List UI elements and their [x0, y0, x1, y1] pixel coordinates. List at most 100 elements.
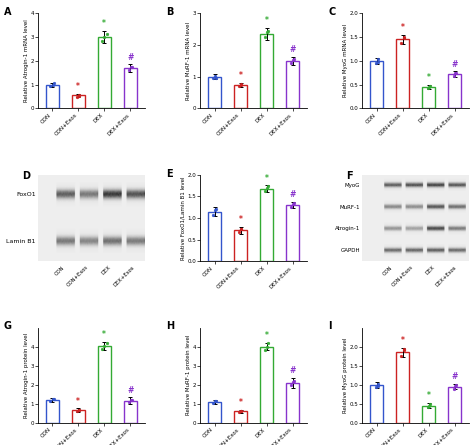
Bar — [124, 68, 137, 109]
Point — [264, 343, 271, 350]
Bar — [260, 347, 273, 423]
Text: G: G — [4, 321, 12, 331]
Text: *: * — [264, 16, 269, 25]
Text: *: * — [238, 71, 243, 80]
Point — [400, 34, 408, 41]
Y-axis label: Relative Atrogin-1 mRNA level: Relative Atrogin-1 mRNA level — [24, 20, 29, 102]
Bar — [72, 95, 85, 109]
Y-axis label: Relative FoxO1/Lamin B1 level: Relative FoxO1/Lamin B1 level — [181, 176, 186, 260]
Point — [424, 403, 432, 410]
Text: DEX+Exos: DEX+Exos — [112, 265, 136, 288]
Point — [73, 93, 81, 100]
Point — [211, 72, 219, 79]
Point — [401, 345, 408, 352]
Point — [237, 81, 245, 88]
Point — [426, 401, 433, 408]
Point — [452, 70, 459, 77]
Bar — [286, 205, 299, 261]
Text: Atrogin-1: Atrogin-1 — [335, 227, 360, 231]
Point — [46, 398, 54, 405]
Point — [75, 406, 82, 413]
Point — [374, 56, 382, 63]
Point — [290, 200, 298, 207]
Point — [128, 63, 136, 70]
Point — [211, 207, 219, 214]
Point — [426, 82, 433, 89]
Text: DEX: DEX — [101, 265, 112, 276]
Point — [398, 352, 405, 360]
Bar — [208, 211, 221, 261]
Point — [75, 406, 83, 413]
Point — [288, 60, 295, 67]
Text: *: * — [264, 331, 269, 340]
Bar — [234, 411, 247, 423]
Text: #: # — [290, 366, 296, 375]
Point — [264, 183, 272, 190]
Bar — [124, 401, 137, 423]
Point — [46, 82, 54, 89]
Point — [75, 93, 82, 100]
Point — [237, 82, 245, 89]
Point — [237, 407, 245, 414]
Text: D: D — [22, 170, 30, 181]
Point — [236, 409, 243, 416]
Point — [209, 211, 217, 218]
Point — [261, 188, 269, 195]
Bar — [234, 230, 247, 261]
Point — [212, 397, 219, 405]
Point — [127, 64, 135, 71]
Point — [50, 80, 58, 87]
Point — [209, 400, 217, 407]
Bar — [46, 85, 59, 109]
Point — [261, 347, 269, 354]
Bar — [286, 383, 299, 423]
Y-axis label: Relative MuRF-1 protein level: Relative MuRF-1 protein level — [186, 335, 191, 415]
Text: *: * — [427, 392, 431, 401]
Text: *: * — [76, 82, 80, 91]
Point — [50, 396, 57, 403]
Point — [426, 402, 433, 409]
Point — [128, 396, 136, 404]
Point — [400, 347, 408, 354]
Text: DEX: DEX — [425, 265, 436, 276]
Point — [290, 201, 297, 208]
Y-axis label: Relative MuRF-1 mRNA level: Relative MuRF-1 mRNA level — [186, 22, 191, 100]
Point — [264, 27, 272, 34]
Point — [401, 33, 408, 40]
Point — [424, 85, 432, 92]
Point — [99, 37, 106, 44]
Text: B: B — [166, 7, 173, 17]
Point — [49, 81, 56, 88]
Point — [125, 399, 132, 406]
Point — [261, 33, 269, 40]
Point — [75, 91, 83, 98]
Point — [211, 398, 219, 405]
Point — [374, 380, 382, 387]
Text: F: F — [346, 170, 353, 181]
Point — [372, 60, 379, 67]
Point — [209, 75, 217, 82]
Text: *: * — [102, 330, 106, 339]
Bar — [448, 387, 462, 423]
Point — [237, 407, 245, 414]
Point — [49, 396, 57, 403]
Point — [99, 345, 106, 352]
Bar — [72, 410, 85, 423]
Text: CON: CON — [382, 265, 393, 276]
Bar — [422, 87, 436, 109]
Bar — [396, 40, 410, 109]
Point — [264, 340, 272, 347]
Point — [290, 57, 297, 64]
Bar — [98, 37, 111, 109]
Text: DEX+Exos: DEX+Exos — [434, 265, 457, 288]
Text: GAPDH: GAPDH — [341, 248, 360, 253]
Y-axis label: Relative MyoG mRNA level: Relative MyoG mRNA level — [343, 24, 348, 97]
Text: CON+Exos: CON+Exos — [391, 265, 415, 288]
Point — [287, 381, 295, 388]
Text: A: A — [4, 7, 11, 17]
Text: H: H — [166, 321, 174, 331]
Bar — [234, 85, 247, 109]
Point — [103, 30, 111, 37]
Bar — [208, 402, 221, 423]
Point — [288, 204, 295, 211]
